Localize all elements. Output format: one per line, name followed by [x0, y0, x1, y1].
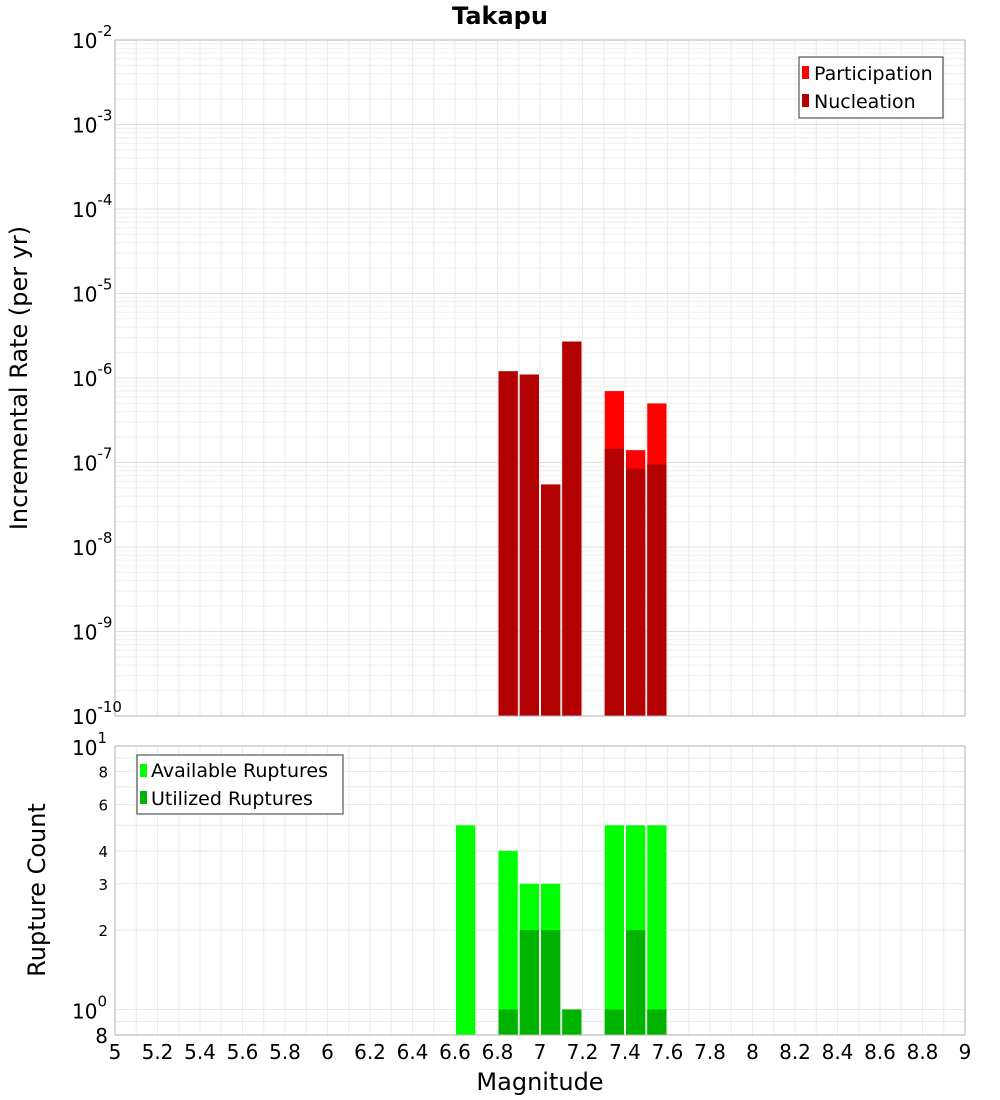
magnitude-x-tick-label: 5	[109, 1040, 122, 1064]
rate-legend-box	[798, 56, 944, 119]
rate-bars	[498, 341, 667, 716]
rate-nucleation-bar	[647, 464, 667, 716]
magnitude-x-tick-label: 5.2	[142, 1040, 174, 1064]
magnitude-x-tick-label: 6.4	[397, 1040, 429, 1064]
rate-y-tick-label: 10-7	[72, 445, 112, 476]
magnitude-x-tick-label: 7.4	[609, 1040, 641, 1064]
rate-nucleation-bar	[519, 374, 539, 716]
magnitude-x-tick-label: 8.6	[864, 1040, 896, 1064]
count-available-ruptures-bar	[456, 825, 476, 1035]
count-available-ruptures-bar	[604, 825, 624, 1035]
rate-panel: 10-10 10-9 10-8 10-7 10-6 10-5 10-4 10-3 10-2 In…	[5, 22, 966, 729]
magnitude-x-tick-label: 8.4	[822, 1040, 854, 1064]
rate-nucleation-bar	[604, 448, 624, 716]
magnitude-x-tick-label: 6.2	[354, 1040, 386, 1064]
count-available-ruptures-bar	[647, 825, 667, 1035]
count-y-tick-label: 100	[72, 992, 107, 1023]
count-y-tick-label: 101	[72, 729, 107, 760]
rate-legend: Participation Nucleation	[798, 56, 944, 119]
chart-title: Takapu	[452, 2, 548, 30]
magnitude-x-tick-label: 9	[959, 1040, 972, 1064]
rate-y-axis-label: Incremental Rate (per yr)	[5, 226, 33, 530]
count-utilized-ruptures-bar	[498, 1009, 518, 1035]
magnitude-x-tick-label: 5.8	[269, 1040, 301, 1064]
magnitude-x-tick-label: 6.6	[439, 1040, 471, 1064]
count-legend: Available Ruptures Utilized Ruptures	[136, 754, 344, 815]
count-utilized-ruptures-bar	[519, 930, 539, 1035]
count-legend-box	[136, 754, 344, 815]
magnitude-x-tick-label: 7.6	[652, 1040, 684, 1064]
count-utilized-ruptures-bar	[626, 930, 646, 1035]
count-y-axis-label: Rupture Count	[23, 803, 51, 977]
nucleation-legend-label: Nucleation	[814, 91, 916, 113]
count-utilized-ruptures-bar	[647, 1009, 667, 1035]
magnitude-x-tick-label: 6.8	[482, 1040, 514, 1064]
magnitude-x-tick-label: 7	[534, 1040, 547, 1064]
utilized-legend-label: Utilized Ruptures	[151, 788, 313, 810]
rate-nucleation-bar	[562, 341, 582, 716]
magnitude-x-tick-label: 5.6	[227, 1040, 259, 1064]
rate-y-tick-label: 10-10	[72, 698, 122, 729]
count-available-ruptures-bar	[498, 850, 518, 1035]
rate-plot-frame	[114, 39, 966, 717]
utilized-legend-swatch	[140, 791, 147, 804]
magnitude-x-tick-label: 8.8	[907, 1040, 939, 1064]
rate-y-tick-label: 10-6	[72, 360, 112, 391]
count-utilized-ruptures-bar	[562, 1009, 582, 1035]
rate-grid	[114, 40, 966, 717]
rate-nucleation-bar	[541, 484, 561, 716]
rate-y-tick-label: 10-3	[72, 107, 112, 138]
nucleation-legend-swatch	[802, 94, 809, 107]
count-utilized-ruptures-bar	[541, 930, 561, 1035]
magnitude-x-tick-label: 6	[321, 1040, 334, 1064]
magnitude-x-tick-label: 8.2	[779, 1040, 811, 1064]
rate-y-ticks: 10-10 10-9 10-8 10-7 10-6 10-5 10-4 10-3 10-2	[72, 22, 122, 729]
rate-y-tick-label: 10-8	[72, 529, 112, 560]
participation-legend-swatch	[802, 66, 809, 79]
magnitude-x-ticks: 5 5.2 5.4 5.6 5.8 6 6.2 6.4 6.6 6.8 7 7.2 7.4 7.6 7.8 8…	[109, 1040, 972, 1064]
participation-legend-label: Participation	[814, 63, 933, 85]
available-legend-label: Available Ruptures	[151, 760, 328, 782]
rate-nucleation-bar	[626, 468, 646, 716]
x-axis-label: Magnitude	[476, 1068, 603, 1096]
count-utilized-ruptures-bar	[604, 1009, 624, 1035]
count-y-tick-label: 2	[98, 922, 108, 940]
count-y-tick-label: 4	[98, 843, 108, 861]
rate-y-tick-label: 10-4	[72, 191, 112, 222]
magnitude-x-tick-label: 7.2	[567, 1040, 599, 1064]
rate-y-tick-label: 10-2	[72, 22, 112, 53]
count-bars	[456, 825, 667, 1035]
rate-nucleation-bar	[498, 371, 518, 716]
magnitude-x-tick-label: 8	[746, 1040, 759, 1064]
count-y-tick-label: 8	[95, 1024, 108, 1048]
count-plot-frame	[114, 745, 966, 1036]
magnitude-x-tick-label: 5.4	[184, 1040, 216, 1064]
rate-y-tick-label: 10-9	[72, 614, 112, 645]
count-y-tick-label: 6	[98, 796, 108, 814]
magnitude-x-tick-label: 7.8	[694, 1040, 726, 1064]
count-y-tick-label: 3	[98, 876, 108, 894]
available-legend-swatch	[140, 764, 147, 777]
rate-y-tick-label: 10-5	[72, 276, 112, 307]
count-y-tick-label: 8	[98, 764, 108, 782]
